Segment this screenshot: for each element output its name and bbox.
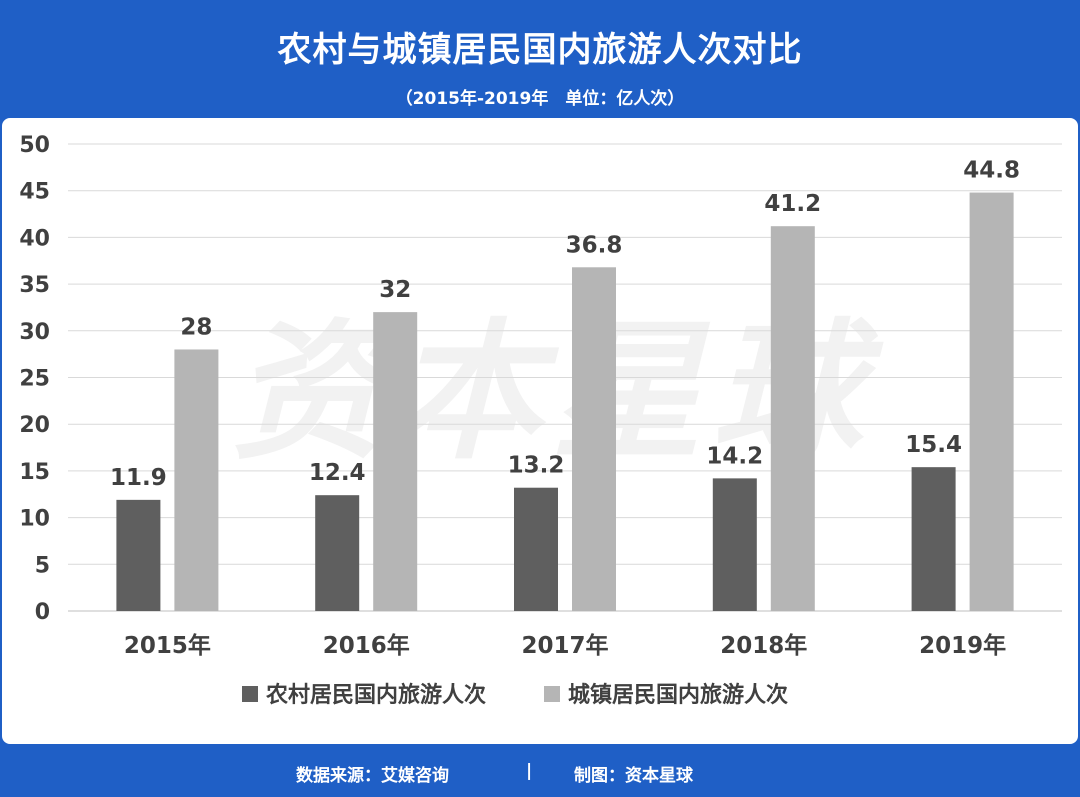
- x-tick-label: 2018年: [720, 632, 807, 659]
- bar: [712, 478, 757, 611]
- data-label: 28: [180, 314, 212, 340]
- bar: [514, 487, 558, 611]
- y-tick-label: 15: [19, 460, 50, 485]
- y-tick-label: 50: [19, 133, 50, 158]
- x-tick-label: 2016年: [323, 632, 410, 659]
- y-tick-label: 0: [35, 600, 50, 625]
- x-tick-label: 2019年: [919, 632, 1006, 659]
- y-tick-label: 25: [19, 367, 50, 392]
- data-label: 32: [379, 277, 411, 303]
- data-label: 44.8: [963, 158, 1020, 184]
- y-tick-label: 20: [19, 413, 50, 438]
- legend-swatch: [544, 686, 560, 702]
- data-label: 36.8: [566, 232, 623, 258]
- data-label: 13.2: [508, 453, 565, 479]
- data-label: 15.4: [905, 432, 962, 458]
- bar: [572, 267, 616, 611]
- y-tick-label: 45: [19, 180, 50, 205]
- data-label: 14.2: [706, 443, 763, 469]
- x-tick-label: 2015年: [124, 632, 211, 659]
- bar: [969, 192, 1014, 611]
- bar: [315, 495, 360, 611]
- data-label: 11.9: [110, 465, 167, 491]
- bar: [174, 349, 219, 611]
- page-subtitle: （2015年-2019年 单位：亿人次）: [395, 89, 685, 109]
- footer-source: 数据来源：艾媒咨询: [296, 766, 449, 786]
- bar-chart: 0 5 10 15 20 25 30 35 40 45 50 11.9 28 2015年 12.4 32 201…: [19, 133, 1062, 708]
- bar: [373, 312, 418, 611]
- y-tick-label: 10: [19, 507, 50, 532]
- legend-label: 城镇居民国内旅游人次: [568, 682, 788, 708]
- page-title: 农村与城镇居民国内旅游人次对比: [277, 30, 803, 70]
- y-tick-label: 35: [19, 273, 50, 298]
- bar: [770, 226, 815, 611]
- data-label: 41.2: [764, 191, 821, 217]
- header-banner: 农村与城镇居民国内旅游人次对比 （2015年-2019年 单位：亿人次）: [0, 0, 1080, 118]
- data-label: 12.4: [309, 460, 366, 486]
- bar: [911, 467, 956, 611]
- x-tick-label: 2017年: [521, 632, 608, 659]
- legend-label: 农村居民国内旅游人次: [265, 682, 486, 708]
- footer-divider: |: [526, 761, 533, 781]
- y-tick-label: 40: [19, 226, 50, 251]
- y-tick-label: 5: [35, 553, 50, 578]
- bar: [116, 499, 161, 611]
- footer-credit: 制图：资本星球: [574, 766, 693, 786]
- footer: 数据来源：艾媒咨询 | 制图：资本星球: [0, 744, 1080, 797]
- legend-swatch: [242, 686, 258, 702]
- y-tick-label: 30: [19, 320, 50, 345]
- chart-panel: 资本星球 0 5 10 15 20 25 30 35 40 45 50 11.9 28 2015年 12.4…: [2, 118, 1078, 744]
